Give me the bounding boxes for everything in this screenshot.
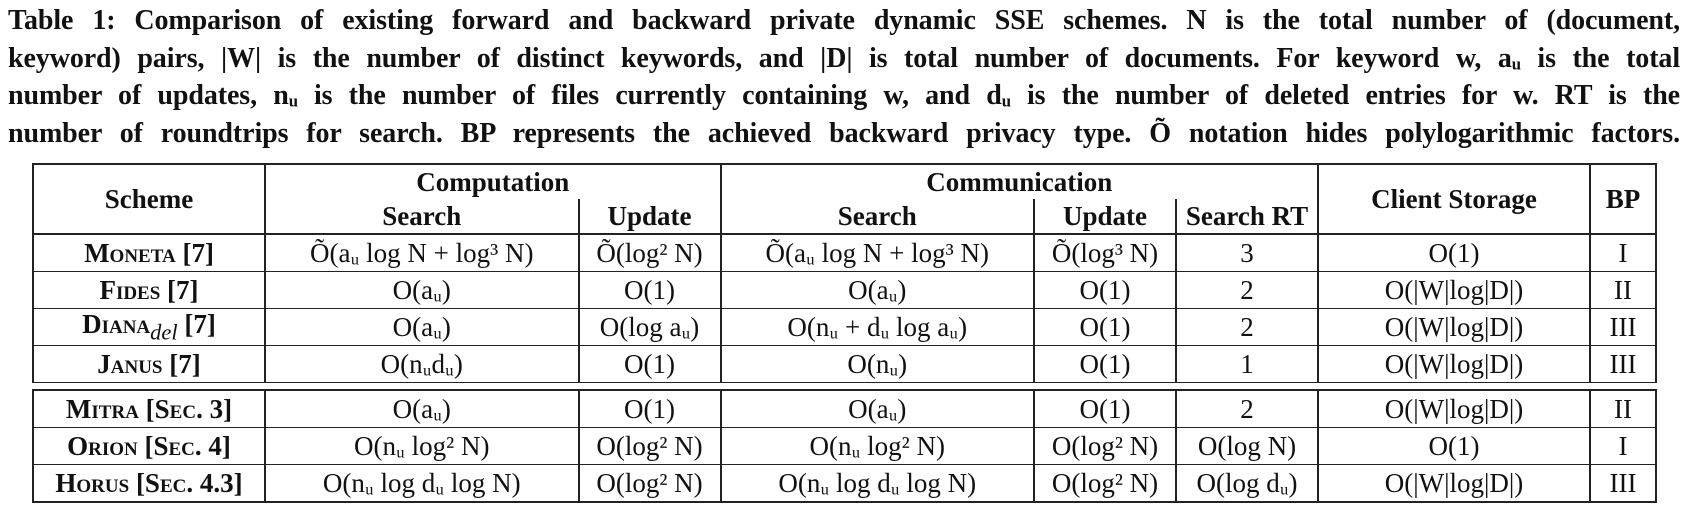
scheme-cell: Fides [7] — [32, 271, 266, 309]
header-communication: Communication — [719, 163, 1319, 199]
scheme-cell: Horus [Sec. 4.3] — [32, 464, 266, 504]
header-scheme: Scheme — [32, 163, 266, 235]
bp-cell: I — [1589, 234, 1657, 272]
bp-cell: II — [1589, 390, 1657, 429]
search-rt-cell: 3 — [1175, 234, 1319, 272]
scheme-cell: Janus [7] — [32, 345, 266, 384]
bp-cell: III — [1589, 464, 1657, 504]
search-rt-cell: 1 — [1175, 345, 1319, 384]
comm-search-cell: O(nᵤ log dᵤ log N) — [719, 464, 1035, 504]
comm-update-cell: O(log² N) — [1033, 427, 1177, 466]
table-body: Moneta [7] Õ(aᵤ log N + log³ N) Õ(log² N) Õ… — [32, 234, 1657, 504]
bp-cell: I — [1589, 427, 1657, 466]
comp-update-cell: O(log² N) — [577, 427, 722, 466]
caption-line: number of roundtrips for search. BP repr… — [8, 117, 1680, 149]
bp-cell: III — [1589, 345, 1657, 384]
comp-update-cell: O(1) — [577, 345, 722, 384]
client-storage-cell: O(|W|log|D|) — [1317, 464, 1591, 504]
comm-update-cell: O(log² N) — [1033, 464, 1177, 504]
caption-line: number of updates, nᵤ is the number of f… — [8, 80, 1680, 111]
comp-search-cell: O(aᵤ) — [264, 271, 580, 309]
search-rt-cell: 2 — [1175, 308, 1319, 347]
comm-search-cell: O(nᵤ log² N) — [719, 427, 1035, 466]
header-computation: Computation — [264, 163, 722, 199]
client-storage-cell: O(|W|log|D|) — [1317, 271, 1591, 309]
comp-search-cell: O(aᵤ) — [264, 390, 580, 429]
comm-update-cell: O(1) — [1033, 271, 1177, 309]
search-rt-cell: O(log N) — [1175, 427, 1319, 466]
table-group-separator — [33, 382, 1656, 392]
client-storage-cell: O(|W|log|D|) — [1317, 345, 1591, 384]
search-rt-cell: 2 — [1175, 271, 1319, 309]
separator-cell — [33, 382, 1656, 392]
comm-search-cell: O(nᵤ) — [719, 345, 1035, 384]
scheme-cell: Dianadel [7] — [32, 308, 266, 347]
header-comp-search: Search — [264, 199, 580, 235]
header-row-top: Scheme Computation Communication Client … — [32, 163, 1657, 235]
search-rt-cell: 2 — [1175, 390, 1319, 429]
client-storage-cell: O(|W|log|D|) — [1317, 308, 1591, 347]
header-bp: BP — [1589, 163, 1657, 235]
comparison-table: Scheme Computation Communication Client … — [32, 163, 1657, 504]
comm-update-cell: O(1) — [1033, 308, 1177, 347]
comp-update-cell: O(1) — [577, 271, 722, 309]
caption-line: Table 1: Comparison of existing forward … — [8, 5, 1680, 36]
comp-update-cell: O(log² N) — [577, 464, 722, 504]
comp-search-cell: Õ(aᵤ log N + log³ N) — [264, 234, 580, 272]
table-row: Dianadel [7] O(aᵤ) O(log aᵤ) O(nᵤ + dᵤ log … — [32, 308, 1657, 347]
table-caption: Table 1: Comparison of existing forward … — [8, 2, 1680, 152]
bp-cell: III — [1589, 308, 1657, 347]
comm-search-cell: O(nᵤ + dᵤ log aᵤ) — [719, 308, 1035, 347]
bp-cell: II — [1589, 271, 1657, 309]
comm-search-cell: O(aᵤ) — [719, 390, 1035, 429]
table-row: Moneta [7] Õ(aᵤ log N + log³ N) Õ(log² N) Õ… — [32, 234, 1657, 272]
comp-search-cell: O(nᵤ log² N) — [264, 427, 580, 466]
client-storage-cell: O(1) — [1317, 427, 1591, 466]
table-row: Janus [7] O(nᵤdᵤ) O(1) O(nᵤ) O(1) 1 O(|W|log|D… — [32, 345, 1657, 384]
comp-search-cell: O(aᵤ) — [264, 308, 580, 347]
comp-update-cell: Õ(log² N) — [577, 234, 722, 272]
scheme-cell: Mitra [Sec. 3] — [32, 390, 266, 429]
search-rt-cell: O(log dᵤ) — [1175, 464, 1319, 504]
comm-search-cell: O(aᵤ) — [719, 271, 1035, 309]
comp-update-cell: O(1) — [577, 390, 722, 429]
client-storage-cell: O(1) — [1317, 234, 1591, 272]
header-search-rt: Search RT — [1175, 199, 1319, 235]
table-row: Orion [Sec. 4] O(nᵤ log² N) O(log² N) O(nᵤ … — [32, 427, 1657, 466]
table-row: Mitra [Sec. 3] O(aᵤ) O(1) O(aᵤ) O(1) 2 O(|W|lo… — [32, 390, 1657, 429]
comp-search-cell: O(nᵤ log dᵤ log N) — [264, 464, 580, 504]
comm-update-cell: O(1) — [1033, 345, 1177, 384]
comm-update-cell: Õ(log³ N) — [1033, 234, 1177, 272]
comp-search-cell: O(nᵤdᵤ) — [264, 345, 580, 384]
header-comm-search: Search — [719, 199, 1035, 235]
scheme-cell: Moneta [7] — [32, 234, 266, 272]
table-row: Horus [Sec. 4.3] O(nᵤ log dᵤ log N) O(log²… — [32, 464, 1657, 504]
header-row-sub: Search Update Search Update Search RT — [33, 199, 1656, 235]
client-storage-cell: O(|W|log|D|) — [1317, 390, 1591, 429]
comm-search-cell: Õ(aᵤ log N + log³ N) — [719, 234, 1035, 272]
caption-line: keyword) pairs, |W| is the number of dis… — [8, 42, 1680, 74]
comp-update-cell: O(log aᵤ) — [577, 308, 722, 347]
comm-update-cell: O(1) — [1033, 390, 1177, 429]
header-comm-update: Update — [1033, 199, 1177, 235]
header-client-storage: Client Storage — [1317, 163, 1591, 235]
table-row: Fides [7] O(aᵤ) O(1) O(aᵤ) O(1) 2 O(|W|log|D|)… — [32, 271, 1657, 309]
header-comp-update: Update — [577, 199, 722, 235]
scheme-cell: Orion [Sec. 4] — [32, 427, 266, 466]
